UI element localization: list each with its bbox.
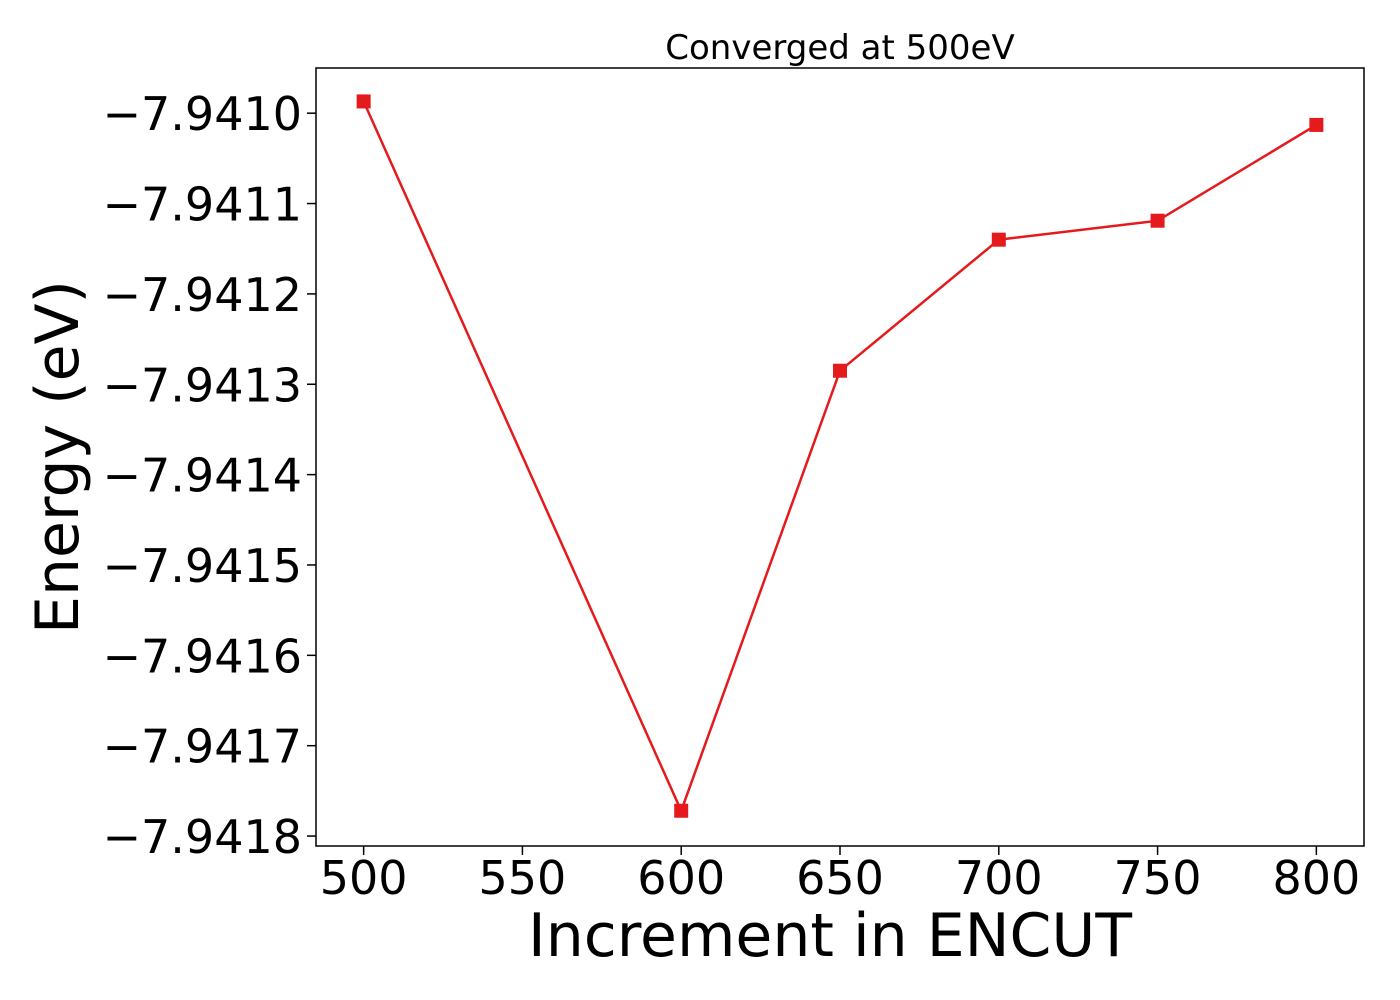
y-tick-label: −7.9418 [103,810,303,864]
x-tick-label: 550 [479,851,567,905]
y-axis-ticks: −7.9410 −7.9411 −7.9412 −7.9413 −7.9414 −7.94… [103,87,316,864]
plot-area-frame [315,67,1365,847]
x-tick-label: 600 [637,851,725,905]
series-layer [356,94,1324,818]
chart-title: Converged at 500eV [665,28,1014,68]
data-point-marker [991,232,1006,247]
data-point-marker [674,803,689,818]
y-tick-label: −7.9414 [103,449,303,503]
data-point-marker [1150,213,1165,228]
data-point-marker [833,363,847,378]
x-axis-ticks: 500 550 600 650 700 750 800 [320,846,1360,905]
y-tick-label: −7.9415 [103,539,303,593]
x-tick-label: 700 [955,851,1043,905]
data-point-marker [1309,117,1324,132]
y-tick-label: −7.9417 [103,720,303,774]
y-tick-label: −7.9411 [103,178,303,232]
y-tick-label: −7.9413 [103,358,303,412]
y-tick-label: −7.9416 [103,629,303,683]
y-tick-label: −7.9410 [103,87,303,141]
y-tick-label: −7.9412 [103,268,303,322]
x-axis-title: Increment in ENCUT [528,901,1132,971]
x-tick-label: 650 [796,851,884,905]
x-tick-label: 500 [320,851,408,905]
data-point-marker [356,94,371,109]
x-tick-label: 750 [1114,851,1202,905]
x-tick-label: 800 [1272,851,1360,905]
series-line [362,100,1318,815]
y-axis-title: Energy (eV) [23,280,93,634]
